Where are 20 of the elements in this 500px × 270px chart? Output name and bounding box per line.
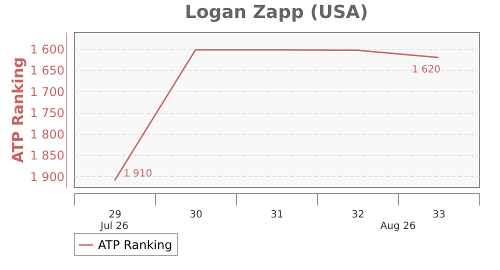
x-tick-label: 33 [432,210,446,220]
x-tick-label: 32 [352,210,364,220]
y-tick-label: 1 750 [30,106,64,120]
line-series [114,49,440,182]
x-tick-label: 31 [270,210,284,220]
legend-label: ATP Ranking [98,238,172,252]
y-tick-label: 1 700 [30,84,64,99]
data-label: 1 620 [412,64,440,76]
y-axis-title: ATP Ranking [9,57,28,163]
x-tick-label: 30 [190,210,202,220]
y-tick-label: 1 850 [30,148,64,163]
text: Jul 26 [100,221,128,232]
text: Aug 26 [380,221,416,232]
x-tick-label: 29 [108,210,122,220]
y-tick-label: 1 800 [30,127,64,142]
y-tick-label: 1 600 [30,42,64,56]
data-label: 1 910 [124,168,152,180]
y-tick-label: 1 900 [30,170,64,184]
y-tick-label: 1 650 [30,64,64,78]
chart-title: Logan Zapp (USA) [184,2,368,23]
